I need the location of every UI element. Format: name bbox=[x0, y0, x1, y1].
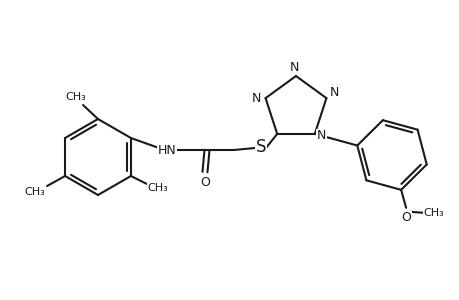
Text: CH₃: CH₃ bbox=[423, 208, 443, 218]
Text: N: N bbox=[289, 61, 298, 74]
Text: N: N bbox=[329, 85, 338, 99]
Text: CH₃: CH₃ bbox=[66, 92, 86, 102]
Text: CH₃: CH₃ bbox=[25, 187, 45, 197]
Text: O: O bbox=[200, 176, 209, 188]
Text: O: O bbox=[400, 211, 410, 224]
Text: N: N bbox=[316, 129, 326, 142]
Text: S: S bbox=[255, 138, 266, 156]
Text: CH₃: CH₃ bbox=[147, 183, 168, 193]
Text: N: N bbox=[252, 92, 261, 105]
Text: HN: HN bbox=[157, 143, 176, 157]
